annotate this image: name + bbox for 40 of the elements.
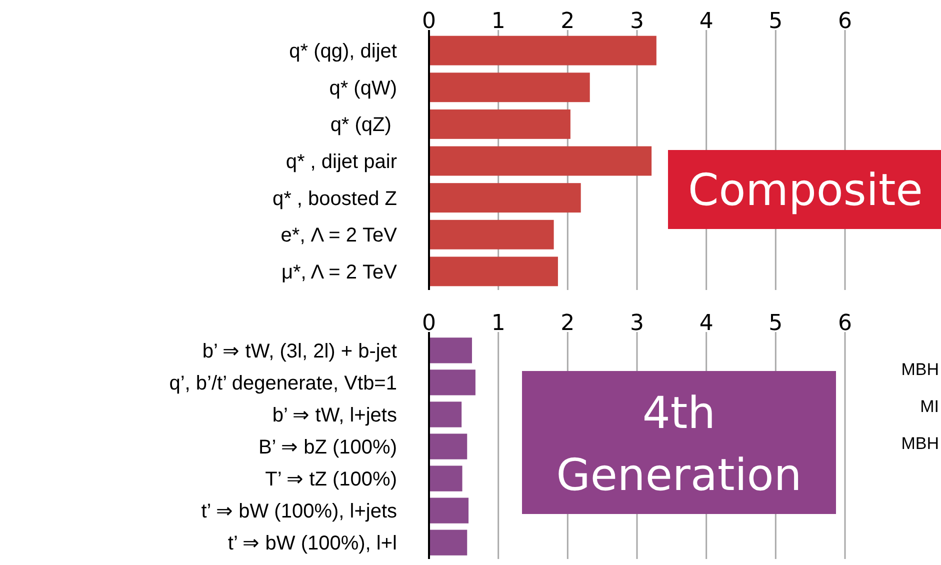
y-tick-label: q* , boosted Z <box>272 188 397 210</box>
bar <box>429 36 656 66</box>
text: MI <box>920 397 939 416</box>
x-tick-label: 0 <box>422 311 436 336</box>
y-tick-label: e*, Λ = 2 TeV <box>280 224 398 247</box>
text: MBH <box>901 434 939 453</box>
x-tick-label: 4 <box>699 9 714 34</box>
annotation: 4th Generation <box>556 388 802 501</box>
x-tick-label: 0 <box>422 9 436 34</box>
annotation: Composite <box>688 165 923 216</box>
bar <box>429 146 652 176</box>
y-tick-label: t’ ⇒ bW (100%), l+l <box>228 532 397 555</box>
x-tick-label: 1 <box>491 9 506 34</box>
bar <box>429 72 590 102</box>
x-tick-label: 5 <box>768 311 783 336</box>
y-tick-label: b’ ⇒ tW, (3l, 2l) + b-jet <box>202 340 398 362</box>
x-tick-label: 2 <box>560 9 575 34</box>
x-tick-label: 5 <box>768 9 783 34</box>
y-tick-label: q’, b’/t’ degenerate, Vtb=1 <box>169 372 397 394</box>
x-tick-label: 6 <box>838 9 852 34</box>
y-tick-label: q* (qg), dijet <box>289 40 398 63</box>
x-tick-label: 4 <box>699 311 714 336</box>
y-tick-label: q* (qZ) <box>330 114 397 136</box>
y-tick-label: q* (qW) <box>329 77 397 100</box>
x-tick-label: 3 <box>630 9 644 34</box>
x-tick-label: 1 <box>491 311 506 336</box>
bar <box>429 220 554 250</box>
y-tick-label: μ*, Λ = 2 TeV <box>281 261 398 284</box>
text: MBH <box>901 360 939 379</box>
bar <box>429 256 558 286</box>
y-tick-label: q* , dijet pair <box>286 151 398 173</box>
y-tick-label: T’ ⇒ tZ (100%) <box>265 468 397 491</box>
y-tick-label: b’ ⇒ tW, l+jets <box>272 404 397 426</box>
y-tick-label: B’ ⇒ bZ (100%) <box>258 436 397 458</box>
x-tick-label: 6 <box>838 311 852 336</box>
bar <box>429 183 581 213</box>
bar <box>429 109 570 139</box>
x-tick-label: 3 <box>630 311 644 336</box>
x-tick-label: 2 <box>560 311 575 336</box>
y-tick-label: t’ ⇒ bW (100%), l+jets <box>201 500 397 523</box>
